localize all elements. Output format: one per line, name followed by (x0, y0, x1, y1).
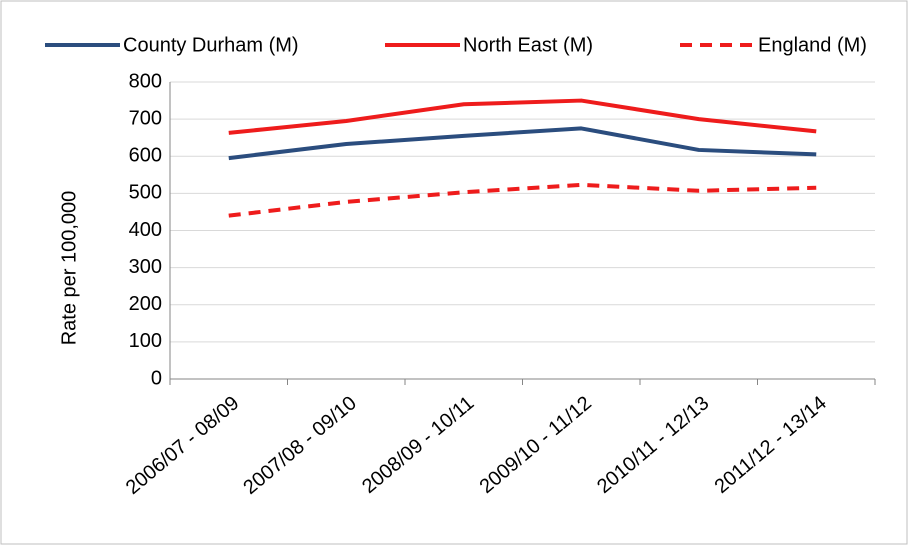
y-tick-label: 600 (129, 145, 162, 167)
y-tick-label: 300 (129, 256, 162, 278)
legend-label: County Durham (M) (123, 34, 299, 56)
y-tick-label: 200 (129, 293, 162, 315)
line-series (228, 126, 817, 161)
y-axis-label: Rate per 100,000 (58, 191, 80, 346)
y-tick-label: 700 (129, 107, 162, 129)
y-tick-label: 800 (129, 70, 162, 92)
y-tick-label: 500 (129, 182, 162, 204)
legend-label: England (M) (758, 34, 867, 56)
line-series (228, 98, 817, 135)
legend-label: North East (M) (463, 34, 593, 56)
y-tick-label: 400 (129, 219, 162, 241)
y-tick-label: 0 (151, 367, 162, 389)
line-series (228, 182, 817, 218)
y-tick-label: 100 (129, 330, 162, 352)
